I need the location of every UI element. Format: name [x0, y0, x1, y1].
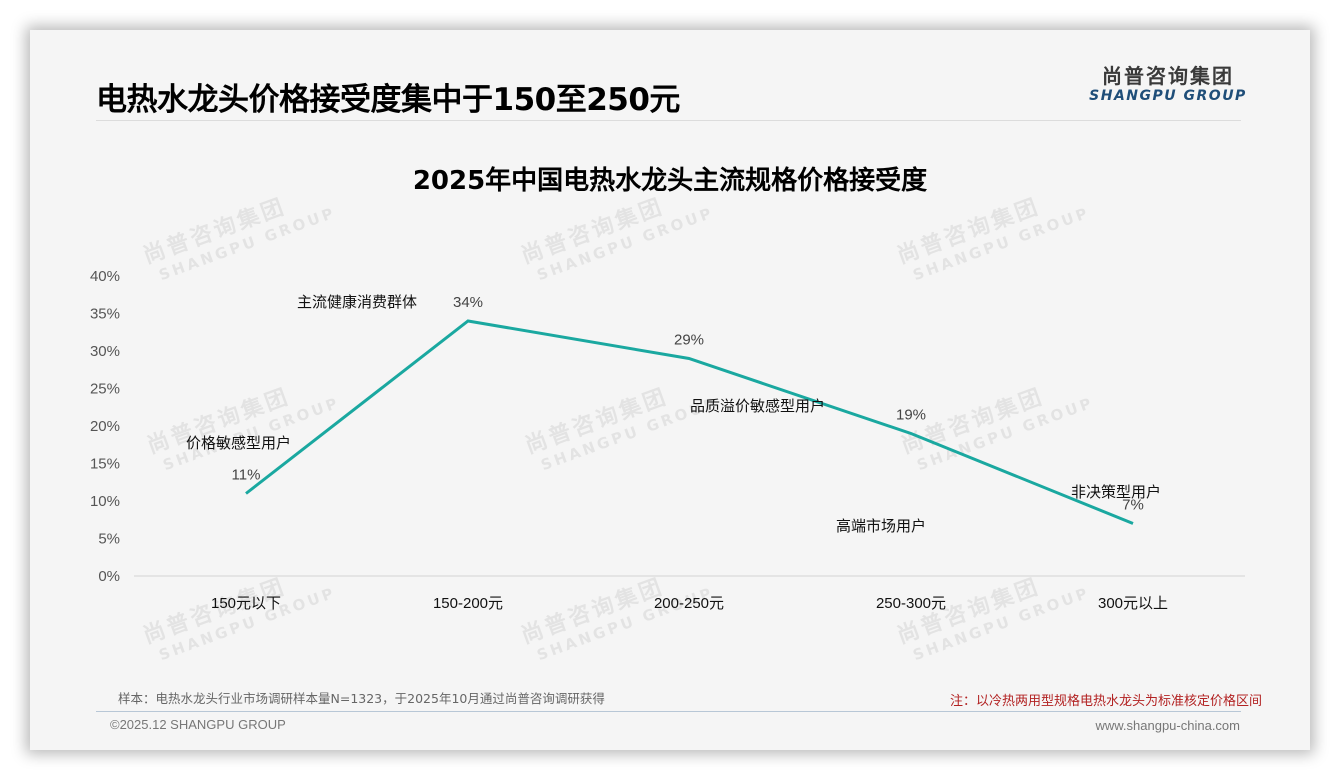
x-tick-label: 150-200元	[433, 595, 503, 612]
website-link[interactable]: www.shangpu-china.com	[1095, 718, 1240, 733]
y-tick-label: 25%	[90, 381, 120, 398]
page-title: 电热水龙头价格接受度集中于150至250元	[96, 82, 680, 118]
price-range-note: 注：以冷热两用型规格电热水龙头为标准核定价格区间	[949, 694, 1262, 709]
footer-divider	[96, 711, 1241, 712]
y-tick-label: 30%	[90, 343, 120, 360]
segment-annotation: 主流健康消费群体	[297, 293, 417, 311]
x-tick-label: 150元以下	[211, 595, 281, 612]
y-tick-label: 15%	[90, 456, 120, 473]
line-chart: 0% 5% 10% 15% 20% 25% 30% 35% 40% 150元以下 150-200元…	[90, 268, 1245, 612]
y-tick-label: 40%	[90, 268, 120, 285]
sample-note: 样本：电热水龙头行业市场调研样本量N=1323，于2025年10月通过尚普咨询调…	[118, 691, 605, 706]
data-point-label: 19%	[896, 407, 926, 424]
data-point-label: 29%	[674, 332, 704, 349]
x-tick-label: 250-300元	[876, 595, 946, 612]
logo-cn-text: 尚普咨询集团	[1102, 64, 1234, 88]
segment-annotation: 非决策型用户	[1071, 483, 1161, 501]
logo-en-text: SHANGPU GROUP	[1089, 88, 1247, 104]
company-logo: 尚普咨询集团 SHANGPU GROUP	[1088, 64, 1248, 104]
segment-annotation: 高端市场用户	[836, 517, 926, 535]
y-tick-label: 20%	[90, 418, 120, 435]
data-point-label: 34%	[453, 294, 483, 311]
slide: 电热水龙头价格接受度集中于150至250元 尚普咨询集团 SHANGPU GRO…	[30, 30, 1310, 750]
series-line	[245, 319, 1134, 525]
y-tick-label: 10%	[90, 493, 120, 510]
segment-annotation: 价格敏感型用户	[186, 434, 291, 452]
x-tick-label: 300元以上	[1098, 595, 1168, 612]
x-axis: 150元以下 150-200元 200-250元 250-300元 300元以上	[211, 595, 1168, 612]
data-point-label: 7%	[1122, 497, 1144, 514]
y-axis: 0% 5% 10% 15% 20% 25% 30% 35% 40%	[90, 268, 120, 585]
x-tick-label: 200-250元	[654, 595, 724, 612]
data-labels: 11% 34% 29% 19% 7%	[232, 294, 1144, 514]
y-tick-label: 35%	[90, 306, 120, 323]
y-tick-label: 0%	[98, 568, 120, 585]
y-tick-label: 5%	[98, 531, 120, 548]
title-divider	[96, 120, 1241, 121]
data-point-label: 11%	[232, 467, 261, 484]
copyright: ©2025.12 SHANGPU GROUP	[110, 717, 286, 732]
chart-title: 2025年中国电热水龙头主流规格价格接受度	[412, 166, 928, 196]
segment-annotation: 品质溢价敏感型用户	[690, 397, 825, 415]
